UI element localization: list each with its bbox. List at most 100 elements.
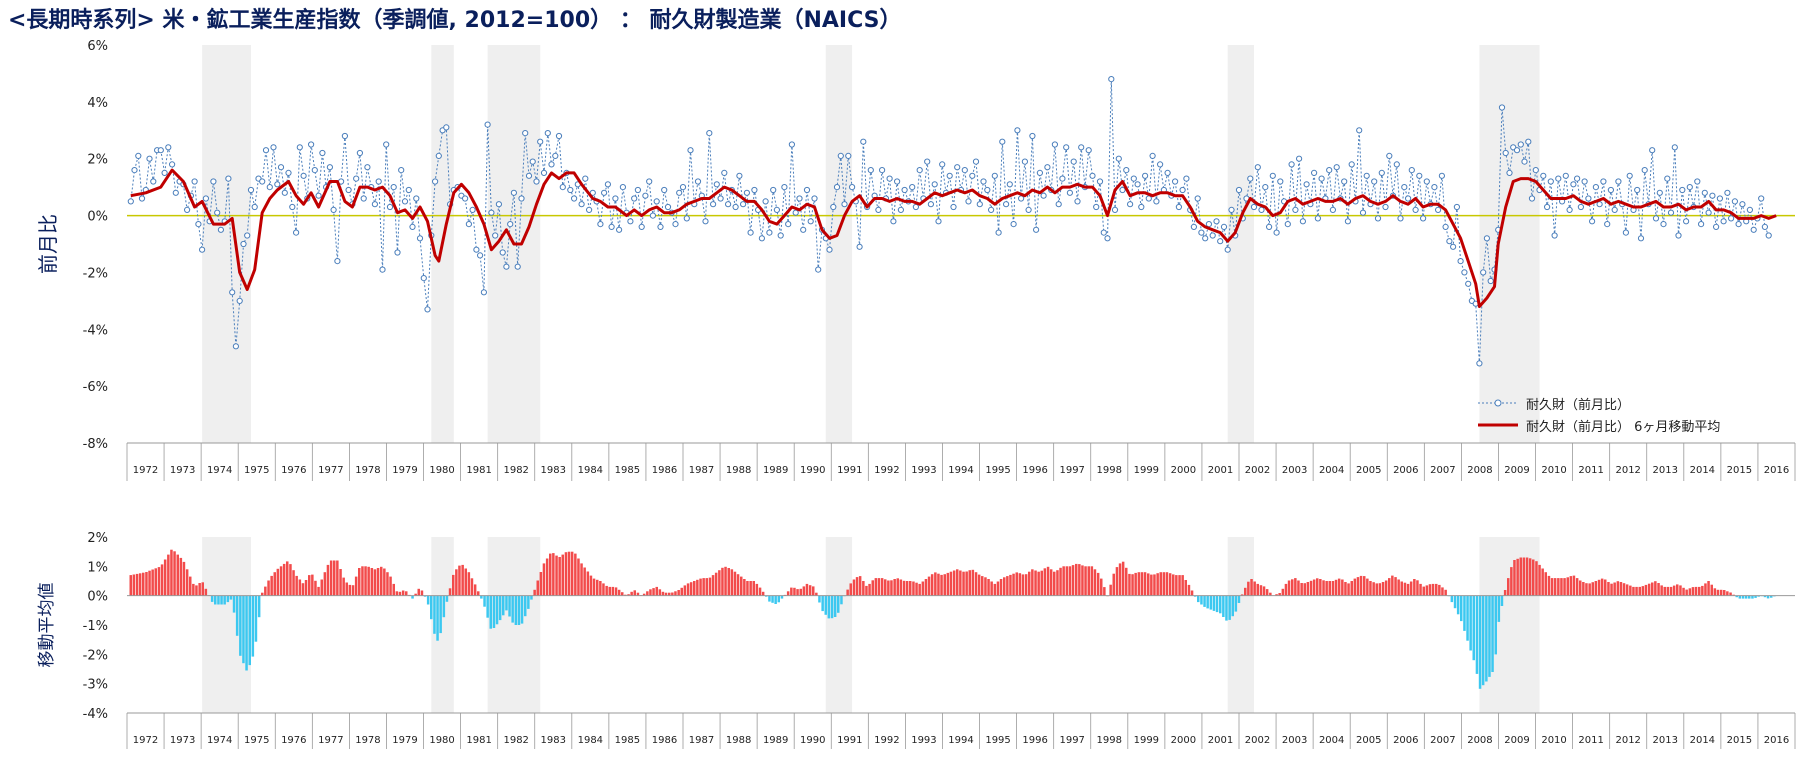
x-axis: 1972 1973 1974 1975 1976 1977 1978 1979 1980 1981… xyxy=(126,712,1796,749)
mom-point xyxy=(330,206,337,213)
ma-bar xyxy=(777,595,780,603)
mom-point xyxy=(740,201,747,208)
mom-point xyxy=(1457,258,1464,265)
ma-bar xyxy=(1228,595,1231,620)
x-tick-label: 1999 xyxy=(1134,735,1159,746)
ma-bar xyxy=(1553,578,1557,596)
x-tick-label: 1982 xyxy=(503,465,528,476)
ma-bar xyxy=(1381,582,1385,596)
legend-item-ma: 耐久財（前月比） 6ヶ月移動平均 xyxy=(1478,414,1720,436)
y-tick-label: 2% xyxy=(87,153,108,168)
ma-bar xyxy=(664,592,668,596)
ma-bar xyxy=(1294,578,1297,596)
ma-bar xyxy=(539,572,543,596)
mom-point xyxy=(334,258,341,265)
x-tick-label: 1993 xyxy=(911,465,936,476)
x-tick-label: 2008 xyxy=(1467,465,1492,476)
ma-bar xyxy=(633,590,636,596)
recession-band xyxy=(487,537,541,713)
ma-bar xyxy=(611,586,615,596)
ma-bar xyxy=(1065,566,1069,596)
mom-point xyxy=(1266,223,1273,230)
mom-point xyxy=(1138,203,1145,211)
ma-bar xyxy=(1062,566,1065,596)
ma-bar xyxy=(1240,594,1244,596)
mom-point xyxy=(687,147,694,154)
mom-point xyxy=(165,144,172,151)
ma-bar xyxy=(1453,595,1457,609)
ma-bar xyxy=(245,595,248,671)
ma-bar xyxy=(959,570,962,596)
ma-bar xyxy=(874,578,878,596)
ma-bar xyxy=(173,551,176,596)
ma-bar xyxy=(1269,592,1272,596)
mom-point xyxy=(1172,178,1179,185)
ma-bar xyxy=(204,588,208,596)
ma-bar xyxy=(276,568,280,596)
mom-point xyxy=(1145,195,1152,202)
mom-point xyxy=(912,203,920,211)
mom-point xyxy=(1194,195,1201,202)
x-tick-label: 1972 xyxy=(133,735,158,746)
mom-point xyxy=(495,201,502,208)
mom-point xyxy=(1175,203,1183,211)
x-tick-label: 2000 xyxy=(1171,735,1196,746)
ma-bar xyxy=(1701,585,1704,596)
mom-point xyxy=(1213,218,1220,225)
mom-point xyxy=(1115,155,1122,162)
mom-point xyxy=(1765,232,1772,239)
mom-point xyxy=(416,235,424,242)
ma-bar xyxy=(1043,568,1047,596)
ma-bar xyxy=(1341,579,1344,596)
ma-bar xyxy=(1125,567,1128,596)
mom-point xyxy=(146,155,153,162)
ma-bar xyxy=(674,591,677,596)
mom-point xyxy=(1142,172,1149,179)
mom-point xyxy=(1453,203,1461,211)
ma-bar xyxy=(971,569,975,596)
ma-bar xyxy=(774,595,777,604)
ma-bar xyxy=(1481,595,1485,686)
ma-bar xyxy=(1485,595,1488,682)
ma-bar xyxy=(314,580,317,596)
mom-point xyxy=(710,201,717,208)
mom-point xyxy=(1758,195,1765,202)
ma-bar xyxy=(286,561,289,596)
mom-point xyxy=(1761,223,1769,230)
mom-point xyxy=(856,243,863,250)
mom-point xyxy=(1709,192,1716,199)
mom-point xyxy=(702,218,709,225)
mom-point xyxy=(315,192,322,199)
mom-point xyxy=(777,232,784,239)
ma-bar xyxy=(1513,560,1516,596)
ma-bar xyxy=(239,595,242,656)
mom-point xyxy=(807,218,814,225)
mom-point xyxy=(1063,144,1070,151)
ma-bar xyxy=(1190,590,1194,596)
ma-bar xyxy=(815,592,818,596)
mom-point xyxy=(127,198,134,205)
mom-point xyxy=(743,189,751,196)
y-tick-label: -8% xyxy=(83,437,108,452)
mom-point xyxy=(518,195,525,202)
ma-bar xyxy=(1472,595,1475,661)
ma-bar xyxy=(780,595,784,599)
ma-bar xyxy=(802,586,806,596)
mom-point xyxy=(1104,235,1111,242)
ma-bar xyxy=(289,564,292,596)
mom-point xyxy=(1728,215,1735,222)
mom-point xyxy=(469,206,476,213)
ma-bar xyxy=(990,581,993,596)
ma-bar xyxy=(442,595,446,618)
ma-bar xyxy=(621,592,624,596)
ma-bar xyxy=(433,595,436,634)
mom-point xyxy=(586,206,593,213)
mom-point xyxy=(266,184,273,191)
mom-point xyxy=(781,184,788,191)
mom-point xyxy=(642,192,649,199)
ma-bar xyxy=(821,595,824,612)
ma-bar xyxy=(311,574,314,596)
mom-point xyxy=(1296,155,1303,162)
ma-bar xyxy=(1140,572,1144,596)
mom-point xyxy=(1626,172,1633,179)
